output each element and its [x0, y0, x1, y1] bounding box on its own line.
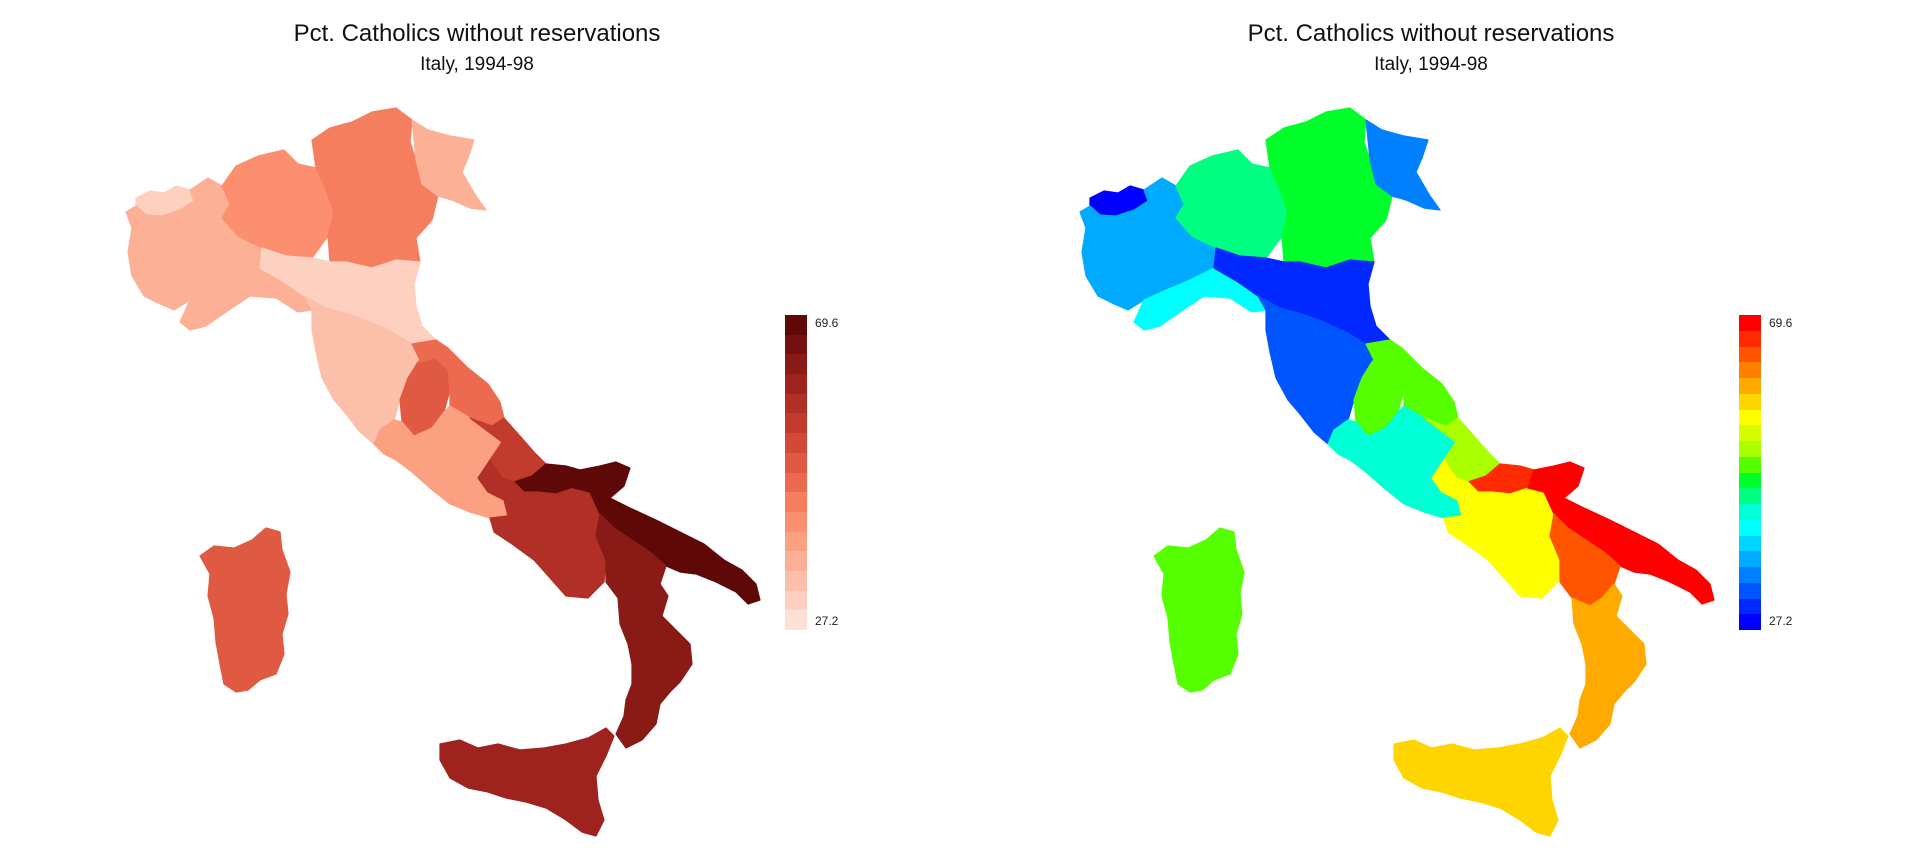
legend-color-step: [785, 374, 807, 394]
map-title: Pct. Catholics without reservations: [1247, 20, 1615, 47]
legend-color-step: [1739, 315, 1761, 331]
italy-map: [125, 107, 761, 837]
region-sicilia: [439, 727, 615, 837]
color-legend: [785, 315, 807, 630]
legend-color-step: [785, 433, 807, 453]
region-liguria: [179, 267, 313, 331]
legend-color-step: [1739, 551, 1761, 567]
legend-color-step: [1739, 519, 1761, 536]
legend-color-step: [1739, 488, 1761, 504]
map-title: Pct. Catholics without reservations: [293, 20, 661, 47]
map-subtitle: Italy, 1994-98: [1374, 54, 1488, 75]
legend-color-step: [1739, 330, 1761, 347]
legend-color-step: [1739, 346, 1761, 363]
legend-color-step: [1739, 582, 1761, 599]
legend-color-step: [785, 315, 807, 335]
legend-color-step: [1739, 378, 1761, 394]
map-panel-rainbow: Pct. Catholics without reservations Ital…: [954, 0, 1908, 858]
legend-color-step: [785, 551, 807, 571]
region-sicilia: [1393, 727, 1569, 837]
legend-color-step: [1739, 409, 1761, 426]
legend-color-step: [1739, 598, 1761, 615]
legend-color-step: [785, 354, 807, 375]
region-calabria: [615, 583, 693, 749]
region-sardegna: [199, 527, 291, 693]
legend-color-step: [785, 334, 807, 355]
legend-color-step: [785, 511, 807, 532]
legend-color-step: [785, 610, 807, 630]
legend-color-step: [1739, 535, 1761, 552]
legend-color-step: [1739, 362, 1761, 378]
legend-color-step: [785, 452, 807, 473]
italy-map: [1079, 107, 1715, 837]
legend-color-step: [1739, 504, 1761, 520]
map-panel-sequential: Pct. Catholics without reservations Ital…: [125, 20, 839, 837]
legend-max-label: 69.6: [1769, 316, 1793, 330]
legend-color-step: [1739, 472, 1761, 489]
region-liguria: [1133, 267, 1267, 331]
legend-color-step: [785, 393, 807, 414]
region-calabria: [1569, 583, 1647, 749]
legend-color-step: [1739, 393, 1761, 410]
color-legend: [1739, 315, 1761, 630]
legend-color-step: [1739, 456, 1761, 473]
legend-color-step: [785, 531, 807, 552]
region-sardegna: [1153, 527, 1245, 693]
legend-max-label: 69.6: [815, 316, 839, 330]
legend-color-step: [785, 590, 807, 611]
legend-min-label: 27.2: [815, 614, 839, 628]
legend-color-step: [1739, 567, 1761, 583]
legend-color-step: [1739, 441, 1761, 457]
legend-color-step: [785, 492, 807, 512]
region-friuli-venezia-giulia: [411, 119, 487, 211]
region-friuli-venezia-giulia: [1365, 119, 1441, 211]
legend-color-step: [785, 570, 807, 591]
legend-color-step: [785, 413, 807, 434]
legend-color-step: [1739, 614, 1761, 630]
map-subtitle: Italy, 1994-98: [420, 54, 534, 75]
legend-color-step: [1739, 425, 1761, 441]
legend-min-label: 27.2: [1769, 614, 1793, 628]
legend-color-step: [785, 472, 807, 493]
